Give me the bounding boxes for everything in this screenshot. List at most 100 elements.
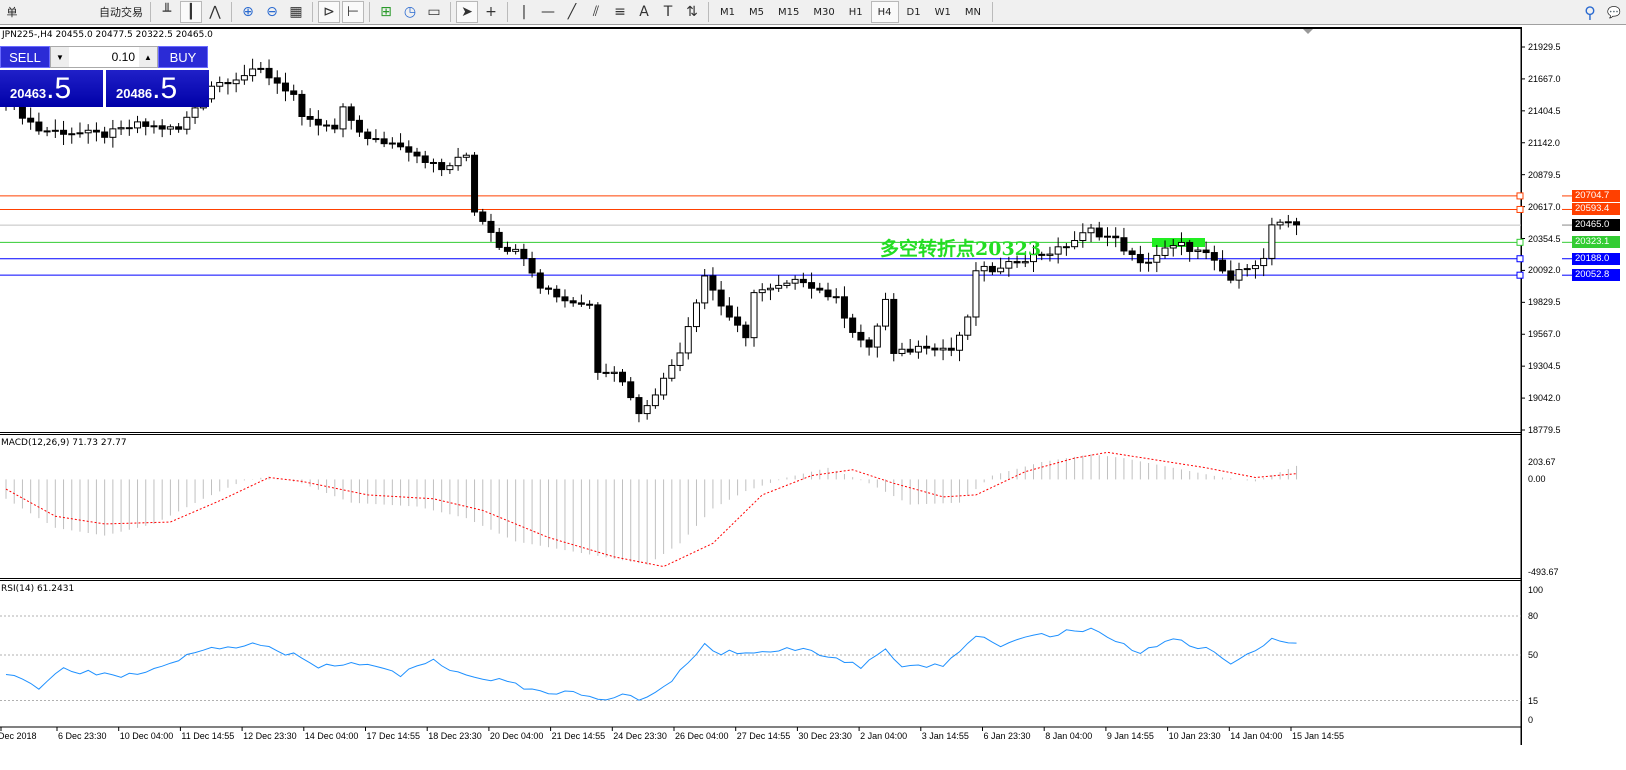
vertical-line-icon[interactable]: | <box>521 4 527 20</box>
candle <box>495 227 503 250</box>
candle <box>619 369 626 386</box>
candle <box>1112 227 1120 248</box>
candle <box>988 262 996 276</box>
rsi-tick-label: 0 <box>1528 715 1534 725</box>
templates-icon[interactable]: ▭ <box>427 4 441 20</box>
toolbar-separator <box>450 2 451 22</box>
tile-windows-icon[interactable]: ▦ <box>289 4 303 20</box>
macd-tick-label: 0.00 <box>1528 474 1546 484</box>
candle <box>1079 223 1087 248</box>
macd-tick-label: 203.67 <box>1528 457 1556 467</box>
autotrading-button[interactable]: 自动交易 <box>99 6 143 19</box>
candle <box>660 372 668 400</box>
candle <box>1161 240 1169 259</box>
zoom-in-icon[interactable]: ⊕ <box>242 4 254 20</box>
indicators-icon[interactable]: ⊞ <box>380 4 392 20</box>
line-handle[interactable] <box>1516 205 1524 213</box>
candle <box>109 119 117 148</box>
chart-shift-icon[interactable]: ⊢ <box>342 1 364 23</box>
lot-value[interactable]: 0.10 <box>111 50 135 64</box>
candle <box>1038 251 1046 261</box>
new-order-icon[interactable]: 单 <box>6 6 18 19</box>
candle <box>471 152 479 216</box>
trendline-icon[interactable]: ╱ <box>567 4 577 20</box>
candle <box>503 241 511 255</box>
pane-divider[interactable] <box>0 432 1522 435</box>
candle <box>1284 214 1292 228</box>
horizontal-line-icon[interactable]: — <box>541 4 555 20</box>
line-handle[interactable] <box>1516 271 1524 279</box>
autoscroll-icon[interactable]: ⊳ <box>318 1 340 23</box>
candle <box>306 108 314 127</box>
price-tick-label: 19042.0 <box>1528 393 1561 404</box>
arrows-icon[interactable]: ⇅ <box>686 4 698 20</box>
buy-price[interactable]: 20486.5 <box>106 70 209 107</box>
timeframe-h1[interactable]: H1 <box>848 6 863 18</box>
candle <box>372 129 380 143</box>
candle <box>60 120 68 145</box>
equidistant-channel-icon[interactable]: ⫽ <box>592 4 600 20</box>
candle <box>758 283 766 302</box>
candle <box>1054 237 1062 264</box>
candle <box>783 280 791 289</box>
line-handle[interactable] <box>1516 192 1524 200</box>
candle <box>1227 260 1235 284</box>
lot-size-input[interactable]: ▼ 0.10 ▲ <box>50 46 158 68</box>
timeframe-mn[interactable]: MN <box>964 6 981 18</box>
lot-decrease-button[interactable]: ▼ <box>51 47 69 67</box>
search-icon[interactable]: ⚲ <box>1584 2 1596 22</box>
bar-chart-icon[interactable]: ╨ <box>162 4 172 20</box>
candle <box>1194 246 1202 259</box>
candle <box>257 61 265 74</box>
fibonacci-icon[interactable]: ≡ <box>614 4 626 20</box>
candle <box>1095 221 1103 241</box>
candle <box>545 285 553 295</box>
chart-shift-marker[interactable] <box>1303 29 1313 34</box>
zoom-out-icon[interactable]: ⊖ <box>266 4 278 20</box>
candle <box>1210 245 1218 271</box>
timeframe-w1[interactable]: W1 <box>934 6 951 18</box>
candle <box>298 90 306 126</box>
candle <box>553 285 561 303</box>
candle <box>421 150 429 169</box>
text-icon[interactable]: A <box>639 4 649 20</box>
periods-icon[interactable]: ◷ <box>403 4 417 20</box>
candle <box>947 337 955 357</box>
chart-annotation-text[interactable]: 多空转折点20323 <box>880 238 1042 260</box>
pane-divider[interactable] <box>0 578 1522 581</box>
lot-increase-button[interactable]: ▲ <box>139 47 157 67</box>
candle <box>594 302 602 380</box>
candle <box>512 244 520 255</box>
sell-button[interactable]: SELL <box>0 46 50 68</box>
sell-price[interactable]: 20463.5 <box>0 70 103 107</box>
timeframe-m5[interactable]: M5 <box>749 6 764 18</box>
candle <box>824 282 832 301</box>
time-tick-label: 8 Jan 04:00 <box>1045 731 1093 741</box>
toolbar-separator <box>231 2 232 22</box>
candlestick-icon[interactable]: ┃ <box>180 1 202 23</box>
timeframe-m15[interactable]: M15 <box>778 6 800 18</box>
line-handle[interactable] <box>1516 255 1524 263</box>
candle <box>183 111 191 135</box>
crosshair-icon[interactable]: + <box>485 4 497 20</box>
candle <box>651 388 659 409</box>
candle <box>890 293 898 362</box>
chat-icon[interactable]: 💬 <box>1607 5 1621 19</box>
timeframe-d1[interactable]: D1 <box>906 6 921 18</box>
buy-button[interactable]: BUY <box>158 46 208 68</box>
cursor-icon[interactable]: ➤ <box>456 1 478 23</box>
toolbar-separator <box>312 2 313 22</box>
candle <box>692 299 700 333</box>
toolbar-separator <box>991 2 993 22</box>
candle <box>602 363 610 378</box>
line-handle[interactable] <box>1516 238 1524 246</box>
price-tick-label: 19567.0 <box>1528 329 1561 340</box>
candle <box>331 118 339 134</box>
timeframe-h4[interactable]: H4 <box>870 1 899 23</box>
chart-title: JPN225-,H4 20455.0 20477.5 20322.5 20465… <box>2 30 213 40</box>
timeframe-m30[interactable]: M30 <box>813 6 835 18</box>
candle <box>577 294 585 307</box>
timeframe-m1[interactable]: M1 <box>720 6 735 18</box>
line-chart-icon[interactable]: ⋀ <box>209 4 221 20</box>
text-label-icon[interactable]: T <box>663 4 673 20</box>
